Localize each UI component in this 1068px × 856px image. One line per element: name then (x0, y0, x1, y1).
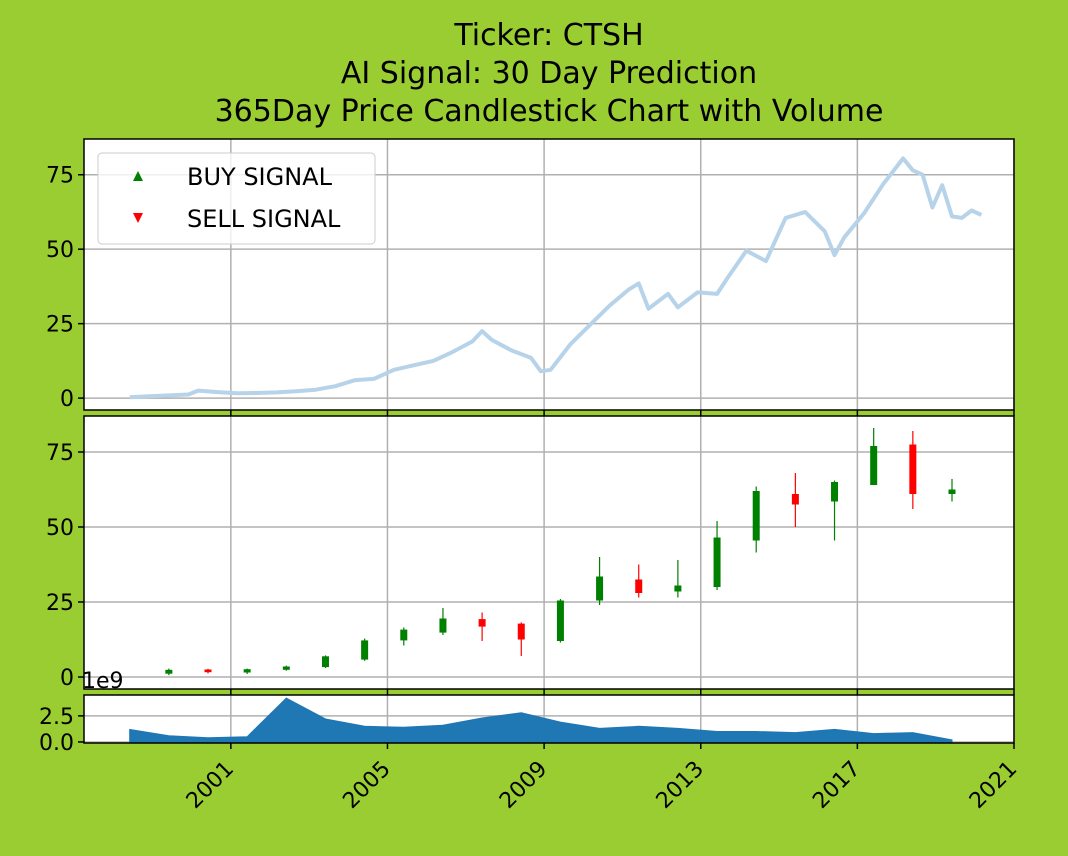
candle-body (204, 669, 212, 673)
x-tick-label: 2017 (808, 757, 865, 814)
candle-2007 (478, 612, 486, 641)
volume-series (129, 697, 953, 743)
y-tick-label-price: 0 (60, 387, 74, 412)
candle-body (870, 446, 878, 485)
candle-2011 (635, 564, 643, 598)
y-tick-label-candle: 0 (60, 666, 74, 691)
candle-body (948, 489, 956, 494)
y-tick-label-candle: 25 (46, 591, 74, 616)
candle-body (635, 579, 643, 593)
title-line-2: AI Signal: 30 Day Prediction (341, 56, 757, 91)
candle-2006 (439, 608, 447, 635)
buy-signal-marker (133, 171, 143, 181)
candle-2014 (752, 486, 760, 553)
y-tick-label-price: 25 (46, 313, 74, 338)
x-tick-label: 2013 (652, 757, 709, 814)
candle-body (478, 619, 486, 627)
legend-buy-label: BUY SIGNAL (187, 163, 333, 191)
candle-2003 (321, 655, 329, 668)
candle-2010 (596, 557, 604, 605)
candle-body (439, 618, 447, 633)
candle-2002 (282, 665, 290, 671)
candle-2005 (400, 627, 408, 646)
candle-2012 (674, 560, 682, 598)
candle-body (556, 600, 564, 641)
sell-signal-marker (133, 213, 143, 223)
candle-body (321, 656, 329, 668)
candle-body (674, 585, 682, 592)
candle-body (243, 669, 251, 673)
candlestick-panel (84, 416, 1014, 689)
candle-body (596, 576, 604, 601)
candle-2017 (870, 428, 878, 485)
price-line-series (129, 156, 983, 400)
x-tick-label: 2009 (495, 757, 552, 814)
title-line-1: Ticker: CTSH (453, 18, 643, 53)
candle-body (165, 669, 173, 674)
candle-body (282, 666, 290, 670)
y-tick-label-volume: 0.0 (39, 731, 74, 756)
volume-area (129, 697, 953, 743)
candle-body (909, 444, 917, 494)
legend-box (97, 152, 376, 245)
candle-body (517, 623, 525, 640)
candle-2001 (243, 668, 251, 674)
candle-2013 (713, 521, 721, 590)
candle-body (713, 537, 721, 587)
legend: BUY SIGNAL SELL SIGNAL (97, 152, 376, 245)
y-tick-label-candle: 75 (46, 441, 74, 466)
y-tick-label-price: 50 (46, 238, 74, 263)
volume-frame (83, 694, 1015, 744)
candle-2008 (517, 622, 525, 656)
x-tick-label: 2001 (182, 757, 239, 814)
legend-sell-label: SELL SIGNAL (187, 205, 341, 233)
chart-title: Ticker: CTSH AI Signal: 30 Day Predictio… (215, 18, 884, 129)
candle-body (831, 482, 839, 502)
y-tick-label-volume: 2.5 (39, 705, 74, 730)
candle-body (752, 491, 760, 541)
candle-2016 (831, 480, 839, 541)
candle-body (791, 494, 799, 505)
candle-2019 (948, 479, 956, 502)
price-line-frame (83, 138, 1015, 411)
candle-2015 (791, 473, 799, 527)
x-tick-label: 2005 (338, 757, 395, 814)
candle-2000 (204, 668, 212, 674)
x-tick-label: 2021 (965, 757, 1022, 814)
candle-body (400, 629, 408, 641)
candle-2004 (361, 638, 369, 661)
candle-body (361, 640, 369, 660)
candle-1999 (165, 668, 173, 676)
price-line (129, 156, 983, 400)
y-tick-label-candle: 50 (46, 516, 74, 541)
candle-2009 (556, 599, 564, 643)
candlestick-frame (83, 415, 1015, 690)
title-line-3: 365Day Price Candlestick Chart with Volu… (215, 94, 884, 129)
candle-2018 (909, 431, 917, 509)
candlestick-series (165, 428, 956, 676)
volume-offset-text: 1e9 (82, 669, 124, 694)
y-tick-label-price: 75 (46, 164, 74, 189)
